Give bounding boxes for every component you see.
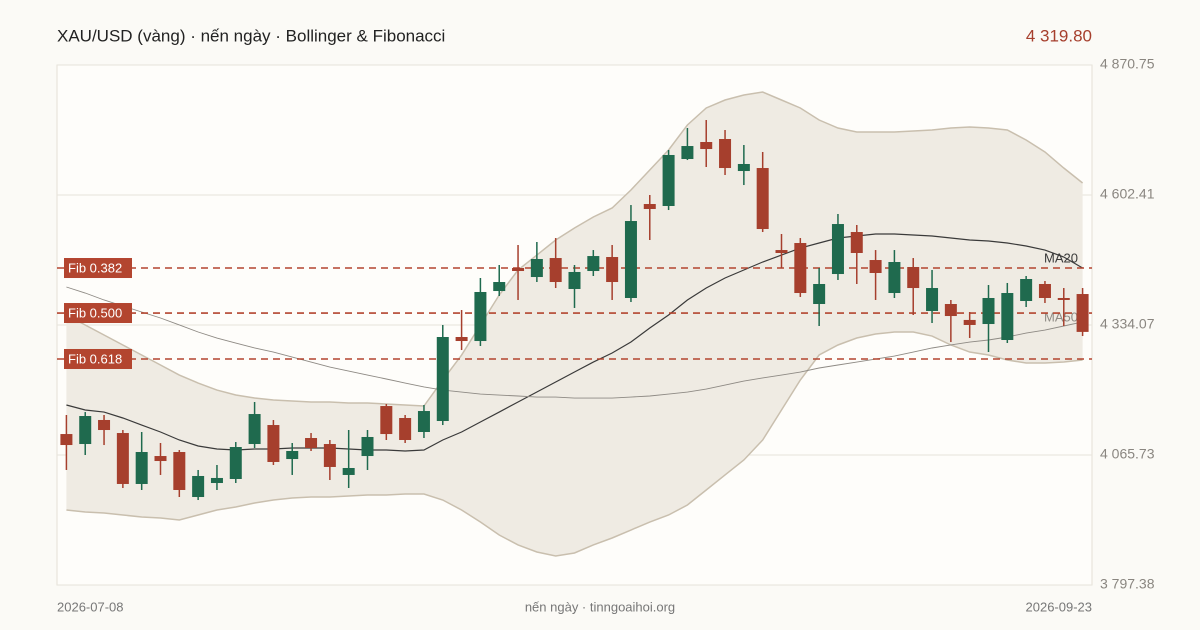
candle-body [399,417,412,440]
fib-label: Fib 0.618 [68,351,122,366]
y-tick-label: 3 797.38 [1100,576,1155,592]
y-tick-label: 4 870.75 [1100,56,1155,72]
candle-body [474,291,487,342]
candle-body [775,250,788,253]
y-tick-label: 4 065.73 [1100,446,1155,462]
last-price: 4 319.80 [1026,26,1092,45]
candle-body [79,416,92,445]
candle-body [173,452,186,490]
candle-body [756,168,769,230]
candle-body [417,411,430,432]
candle-body [192,475,205,498]
candle-body [305,438,318,448]
candle-body [530,259,543,278]
candle-body [1076,294,1089,332]
candle-body [719,139,732,169]
candle-body [135,452,148,484]
ma-label: MA50 [1044,309,1078,324]
candle-body [248,414,261,445]
ma-line [66,286,1083,399]
candle-body [436,336,449,422]
candle-body [1057,297,1070,300]
candle-body [455,336,468,342]
candle-body [60,434,73,446]
candle-body [831,224,844,275]
candle-body [361,436,374,457]
fib-label-box [64,303,132,324]
candle-body [700,142,713,150]
chart-title: XAU/USD (vàng) · nến ngày · Bollinger & … [57,26,445,45]
candle-body [267,425,280,462]
fib-label: Fib 0.500 [68,305,122,320]
candle-body [98,419,111,431]
bollinger-band [66,92,1083,556]
candle-body [493,282,506,292]
source: nến ngày · tinngoaihoi.org [525,599,675,614]
candle-body [624,221,637,298]
candle-body [681,146,694,160]
candle-body [869,260,882,274]
candle-body [963,319,976,325]
candle-body [813,283,826,305]
candle-body [662,154,675,207]
candle-body [926,288,939,311]
candle-body [944,304,957,317]
fib-label: Fib 0.382 [68,260,122,275]
candle-body [323,444,336,467]
candle-body [512,268,525,272]
candle-body [549,258,562,283]
x-tick-label: 2026-07-08 [57,599,124,614]
candle-body [568,271,581,289]
candle-body [587,256,600,272]
candle-body [229,447,242,479]
candle-body [210,477,223,484]
bollinger-upper [66,91,1084,407]
candle-body [982,297,995,325]
candle-body [1020,279,1033,302]
candle-body [888,262,901,294]
candle-body [116,433,129,484]
fib-label-box [64,258,132,279]
candle-body [794,243,807,294]
x-tick-label: 2026-09-23 [1026,599,1093,614]
fib-label-box [64,348,132,369]
candle-body [342,467,355,475]
y-tick-label: 4 334.07 [1100,316,1155,332]
candle-body [850,232,863,253]
candle-body [606,257,619,283]
bollinger-lower [66,331,1083,557]
candle-body [154,456,167,462]
candle-body [737,163,750,172]
candle-body [643,204,656,210]
candle-body [1038,283,1051,298]
candle-body [380,406,393,435]
ma-label: MA20 [1044,250,1078,265]
candle-body [286,450,299,460]
candle-body [907,266,920,289]
y-tick-label: 4 602.41 [1100,186,1155,202]
candle-body [1001,293,1014,341]
